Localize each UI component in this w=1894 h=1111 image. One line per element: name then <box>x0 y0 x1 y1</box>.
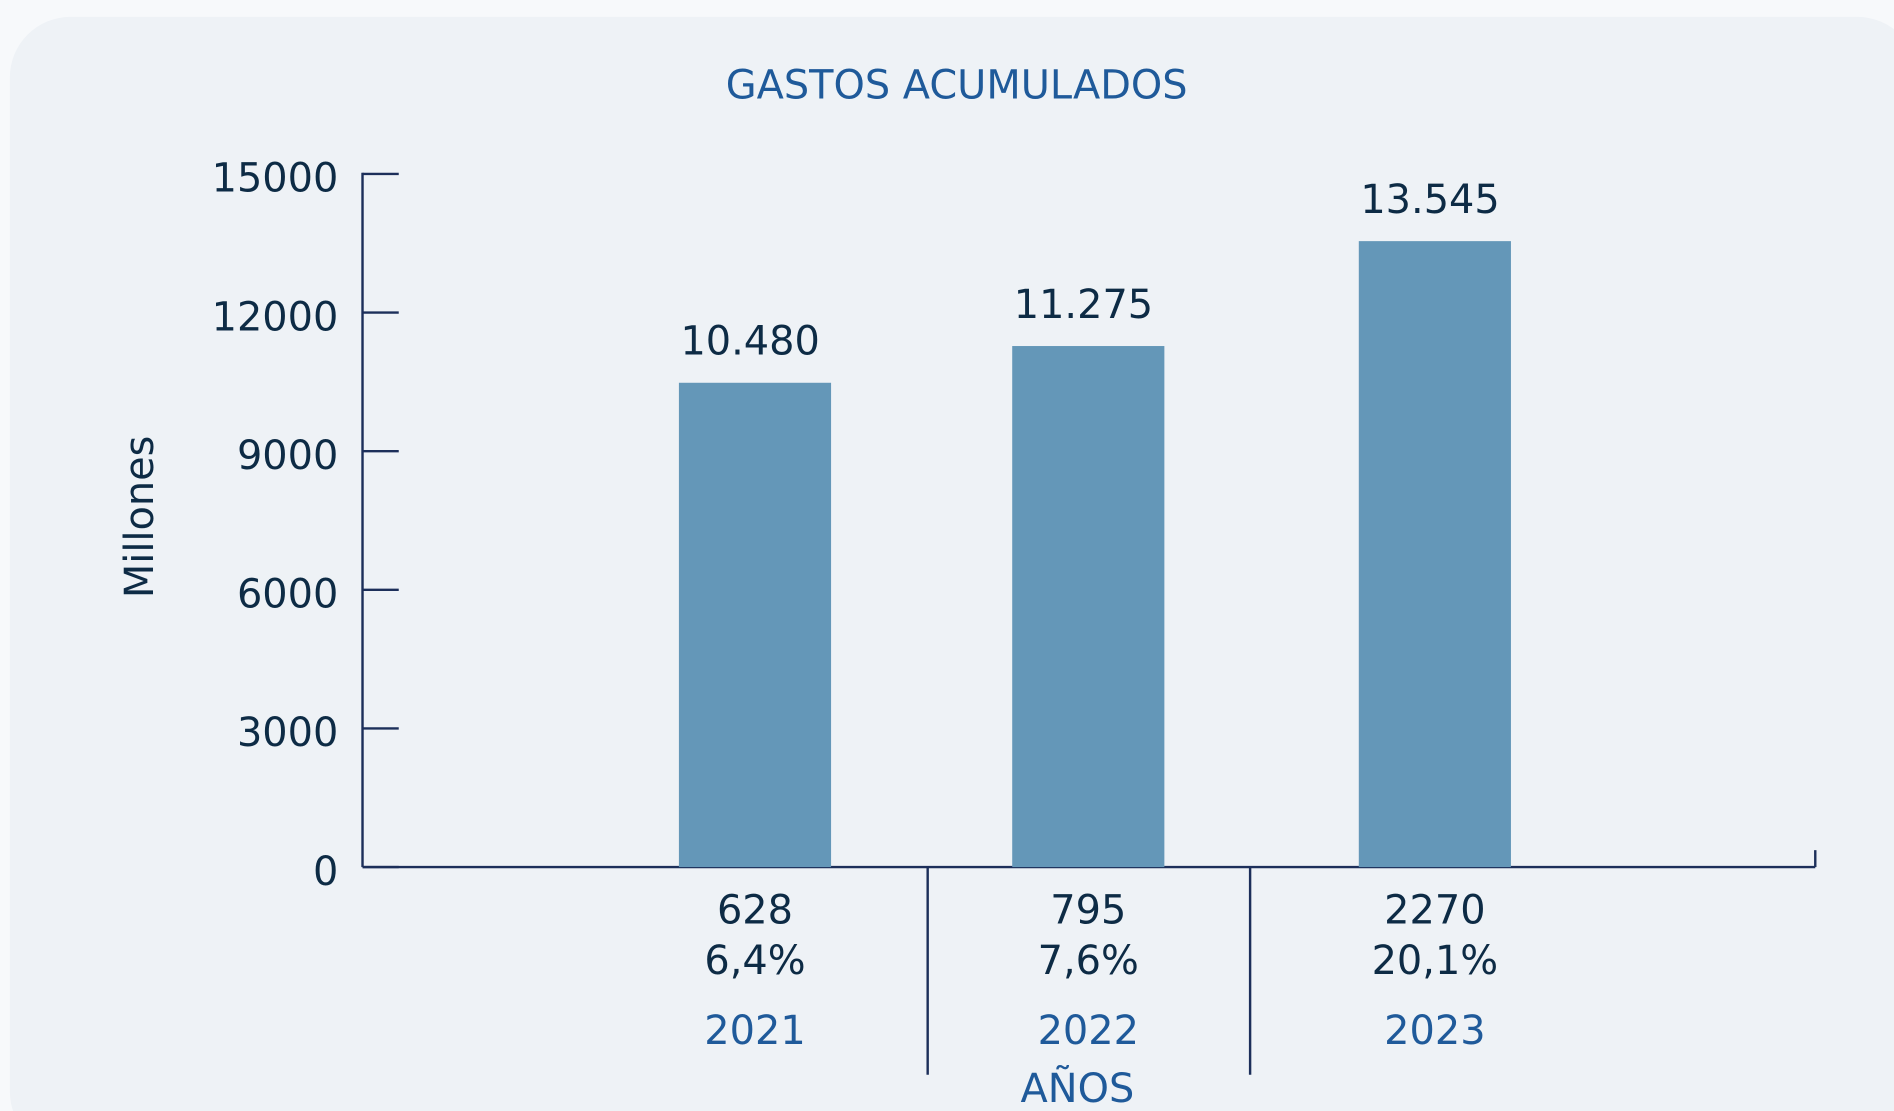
value-label: 11.275 <box>1014 282 1153 328</box>
increase-label: 628 <box>717 887 793 933</box>
bar <box>1358 241 1511 868</box>
increase-pct-label: 7,6% <box>1038 938 1139 984</box>
y-tick-label: 6000 <box>237 572 338 618</box>
value-label: 10.480 <box>680 319 819 365</box>
value-label: 13.545 <box>1360 177 1499 223</box>
y-axis-label: Millones <box>117 436 163 599</box>
y-tick-label: 12000 <box>212 294 339 340</box>
y-tick-label: 3000 <box>237 710 338 756</box>
bar <box>678 382 832 868</box>
increase-label: 795 <box>1050 887 1126 933</box>
y-tick-label: 9000 <box>237 433 338 479</box>
y-tick-label: 0 <box>313 849 338 895</box>
chart-title: GASTOS ACUMULADOS <box>726 63 1188 109</box>
increase-label: 2270 <box>1384 887 1485 933</box>
x-tick-label: 2021 <box>704 1008 805 1054</box>
bar <box>1012 346 1165 868</box>
increase-pct-label: 20,1% <box>1372 938 1499 984</box>
y-tick-label: 15000 <box>212 156 339 202</box>
x-axis-label: AÑOS <box>1021 1065 1135 1111</box>
increase-pct-label: 6,4% <box>704 938 805 984</box>
x-tick-label: 2023 <box>1384 1008 1485 1054</box>
x-tick-label: 2022 <box>1038 1008 1139 1054</box>
